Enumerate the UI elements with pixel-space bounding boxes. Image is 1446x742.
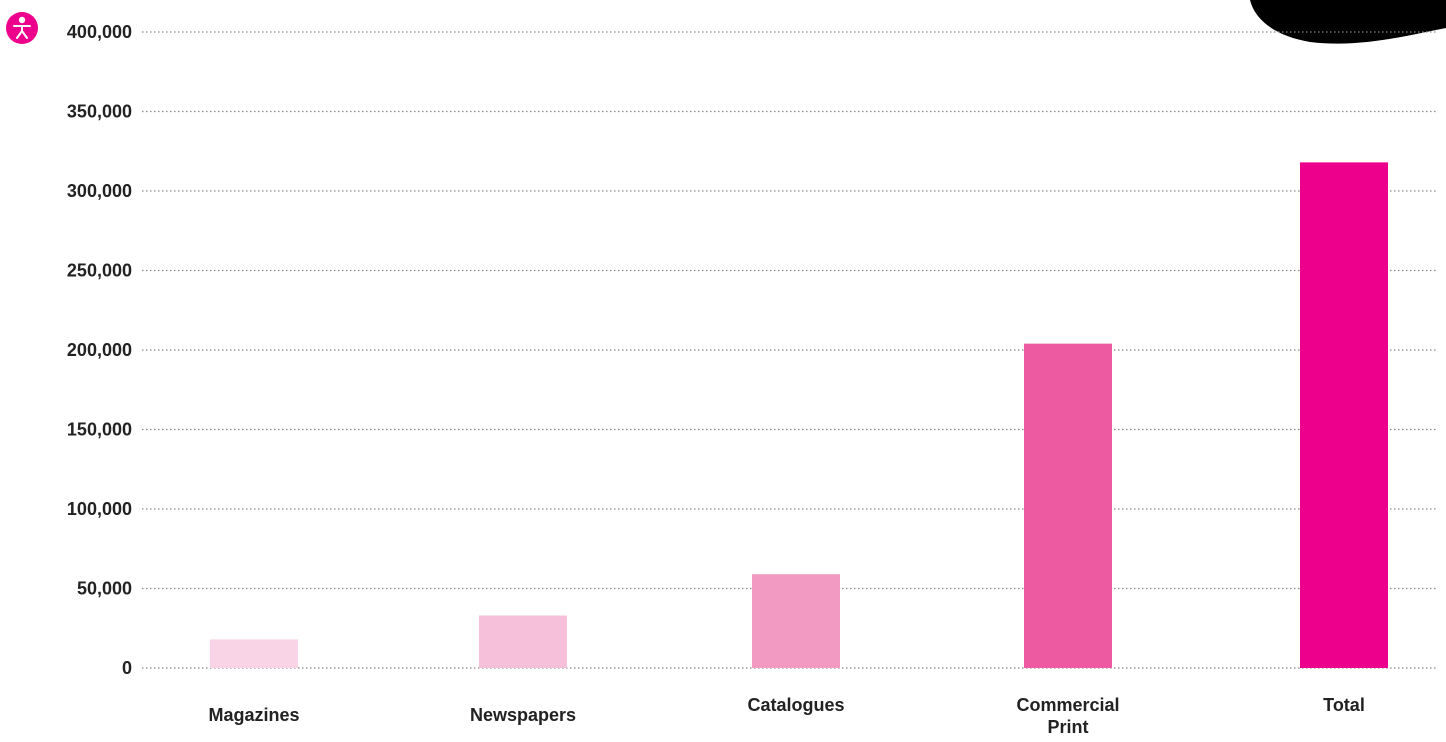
x-category-label: Commercial Print — [1016, 695, 1119, 737]
bar — [479, 615, 567, 668]
x-category-label: Newspapers — [470, 705, 576, 725]
y-tick-label: 200,000 — [67, 340, 132, 360]
y-tick-label: 250,000 — [67, 261, 132, 281]
x-category-label: Total — [1323, 695, 1365, 715]
bar — [1300, 162, 1388, 668]
y-tick-label: 100,000 — [67, 499, 132, 519]
y-tick-label: 400,000 — [67, 22, 132, 42]
y-tick-label: 350,000 — [67, 102, 132, 122]
accessibility-person-icon — [6, 12, 38, 44]
y-tick-label: 0 — [122, 658, 132, 678]
y-tick-label: 150,000 — [67, 420, 132, 440]
y-tick-label: 300,000 — [67, 181, 132, 201]
x-category-label: Catalogues — [747, 695, 844, 715]
bar — [1024, 343, 1112, 668]
corner-decoration — [1250, 0, 1446, 44]
y-tick-label: 50,000 — [77, 579, 132, 599]
bar — [752, 574, 840, 668]
bar — [210, 639, 298, 668]
x-category-label: Magazines — [208, 705, 299, 725]
